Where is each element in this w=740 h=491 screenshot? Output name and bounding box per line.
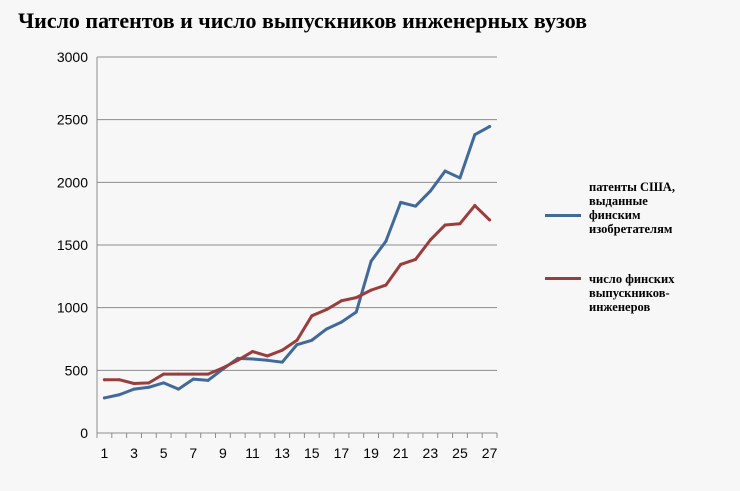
x-tick-label: 11 xyxy=(245,445,260,461)
data-point-series-1 xyxy=(221,366,225,370)
legend-item-patents: патенты США, выданные финским изобретате… xyxy=(545,180,699,236)
data-point-series-0 xyxy=(473,133,477,137)
data-point-series-1 xyxy=(265,354,269,358)
legend-swatch-engineers xyxy=(545,277,581,280)
x-tick-label: 1 xyxy=(101,445,109,461)
data-point-series-0 xyxy=(458,176,462,180)
data-point-series-1 xyxy=(473,204,477,208)
data-point-series-1 xyxy=(369,288,373,292)
data-point-series-1 xyxy=(236,358,240,362)
data-point-series-0 xyxy=(265,358,269,362)
data-point-series-1 xyxy=(295,338,299,342)
data-point-series-1 xyxy=(339,299,343,303)
x-tick-label: 19 xyxy=(363,445,379,461)
data-point-series-1 xyxy=(176,372,180,376)
data-point-series-1 xyxy=(443,223,447,227)
data-point-series-0 xyxy=(102,396,106,400)
x-tick-label: 23 xyxy=(423,445,439,461)
data-point-series-0 xyxy=(132,387,136,391)
data-point-series-1 xyxy=(488,218,492,222)
data-point-series-0 xyxy=(488,125,492,129)
chart-title: Число патентов и число выпускников инжен… xyxy=(18,8,588,33)
data-point-series-0 xyxy=(325,327,329,331)
data-point-series-0 xyxy=(206,378,210,382)
x-tick-label: 17 xyxy=(334,445,350,461)
legend-label-engineers: число финских выпускников-инженеров xyxy=(589,272,675,314)
x-tick-label: 9 xyxy=(219,445,227,461)
data-point-series-1 xyxy=(458,222,462,226)
series-line-0 xyxy=(102,125,492,400)
legend-label-patents: патенты США, выданные финским изобретате… xyxy=(589,180,675,236)
data-point-series-0 xyxy=(147,385,151,389)
data-point-series-0 xyxy=(399,200,403,204)
data-point-series-0 xyxy=(339,320,343,324)
x-tick-label: 25 xyxy=(452,445,468,461)
data-point-series-1 xyxy=(280,348,284,352)
data-point-series-0 xyxy=(162,381,166,385)
y-tick-label: 2500 xyxy=(57,112,88,128)
data-point-series-1 xyxy=(399,262,403,266)
legend-item-engineers: число финских выпускников-инженеров xyxy=(545,272,699,314)
series-line-1 xyxy=(102,204,492,385)
x-tick-label: 21 xyxy=(393,445,409,461)
data-point-series-1 xyxy=(162,372,166,376)
data-point-series-0 xyxy=(384,239,388,243)
y-tick-label: 0 xyxy=(80,425,88,441)
data-point-series-0 xyxy=(251,357,255,361)
data-point-series-1 xyxy=(325,308,329,312)
data-point-series-1 xyxy=(354,296,358,300)
data-point-series-0 xyxy=(443,169,447,173)
y-tick-label: 3000 xyxy=(57,49,88,65)
x-tick-label: 7 xyxy=(189,445,197,461)
y-tick-label: 500 xyxy=(65,362,89,378)
y-tick-label: 1000 xyxy=(57,300,88,316)
data-point-series-1 xyxy=(384,283,388,287)
x-tick-label: 13 xyxy=(274,445,290,461)
y-tick-label: 2000 xyxy=(57,174,88,190)
data-point-series-0 xyxy=(176,387,180,391)
data-point-series-1 xyxy=(251,350,255,354)
x-tick-label: 3 xyxy=(130,445,138,461)
data-point-series-1 xyxy=(191,372,195,376)
data-point-series-0 xyxy=(310,338,314,342)
data-point-series-1 xyxy=(132,381,136,385)
data-point-series-1 xyxy=(206,372,210,376)
y-tick-label: 1500 xyxy=(57,237,88,253)
x-tick-label: 5 xyxy=(160,445,168,461)
data-point-series-0 xyxy=(117,393,121,397)
x-tick-label: 27 xyxy=(482,445,498,461)
data-point-series-0 xyxy=(428,189,432,193)
data-point-series-0 xyxy=(354,310,358,314)
legend-swatch-patents xyxy=(545,214,581,217)
data-point-series-0 xyxy=(295,343,299,347)
data-point-series-0 xyxy=(280,360,284,364)
data-point-series-1 xyxy=(428,238,432,242)
data-point-series-1 xyxy=(414,257,418,261)
data-point-series-0 xyxy=(369,259,373,263)
data-point-series-1 xyxy=(310,314,314,318)
data-point-series-0 xyxy=(191,377,195,381)
data-point-series-1 xyxy=(102,378,106,382)
x-tick-label: 15 xyxy=(304,445,320,461)
data-point-series-1 xyxy=(147,381,151,385)
data-point-series-0 xyxy=(414,204,418,208)
data-point-series-1 xyxy=(117,378,121,382)
